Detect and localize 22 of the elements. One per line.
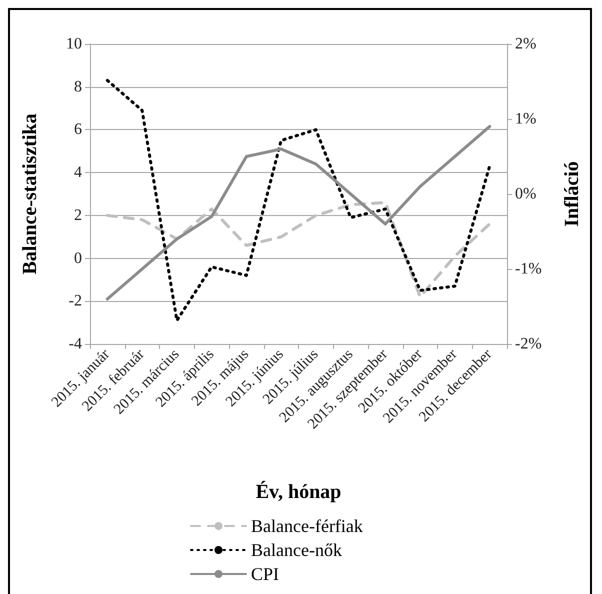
y2-tick-label: 0% (515, 186, 536, 202)
line-series (106, 125, 492, 300)
y2-tick-label: 1% (515, 110, 536, 128)
legend-label: Balance-nők (251, 540, 342, 560)
y-tick-label: 4 (74, 164, 82, 182)
y-tick-label: 6 (74, 121, 82, 138)
legend-label: Balance-férfiak (251, 516, 363, 536)
x-axis-title: Év, hónap (256, 480, 342, 503)
y-tick-label: 0 (74, 250, 82, 267)
y-tick-label: 10 (66, 36, 82, 52)
y-tick-label: -2 (68, 292, 82, 310)
y-axis-title: Balance-statisztika (19, 113, 41, 275)
y2-tick-label: -2% (515, 336, 542, 352)
y-tick-label: -4 (68, 336, 82, 352)
legend-label: CPI (251, 564, 280, 584)
y-tick-label: 2 (74, 206, 82, 224)
y2-tick-label: -1% (515, 260, 542, 278)
y-tick-label: 8 (74, 78, 82, 96)
y2-tick-label: 2% (515, 36, 536, 52)
line-series (106, 78, 492, 322)
line-series (106, 201, 492, 298)
y2-axis-title: Infláció (561, 161, 583, 227)
